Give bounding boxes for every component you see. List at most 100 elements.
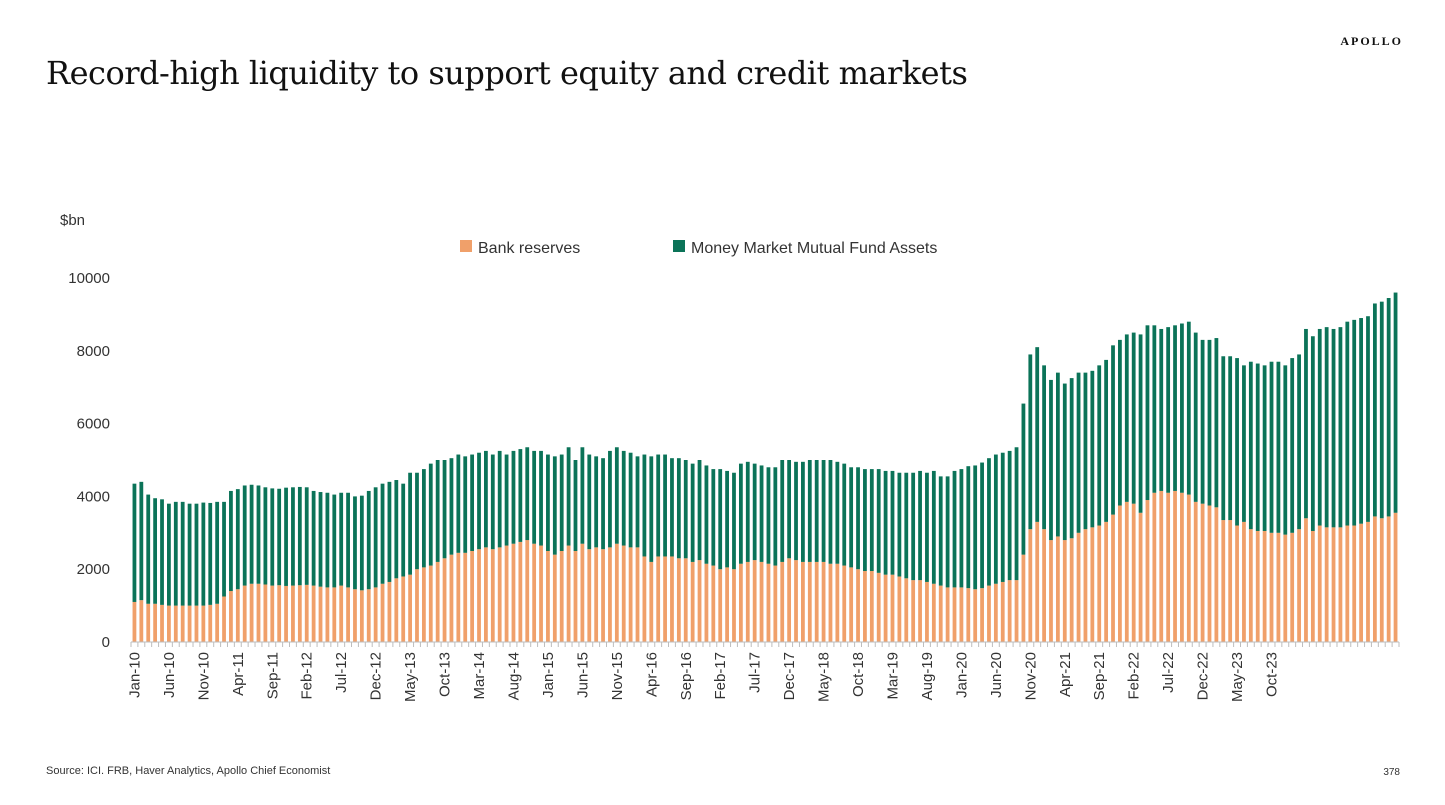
bar-bank-reserves [1324,527,1329,642]
bar-bank-reserves [876,572,881,642]
bar-mmf-assets [1269,361,1274,533]
bar-mmf-assets [1035,347,1040,522]
bar-bank-reserves [849,567,854,642]
bar-bank-reserves [139,600,144,642]
bar-bank-reserves [229,591,233,642]
bar-bank-reserves [373,587,378,642]
bar-bank-reserves [925,581,929,642]
bar-mmf-assets [835,461,840,564]
bar-mmf-assets [752,463,757,561]
bar-bank-reserves [945,587,950,642]
bar-bank-reserves [1186,494,1191,642]
bar-mmf-assets [270,488,275,586]
bar-mmf-assets [484,450,488,548]
bar-mmf-assets [635,456,640,548]
bar-bank-reserves [1386,516,1391,642]
bar-mmf-assets [863,469,867,572]
bar-mmf-assets [449,458,454,555]
bar-bank-reserves [1028,529,1033,642]
bar-mmf-assets [1042,365,1046,530]
bar-mmf-assets [470,454,475,551]
bar-bank-reserves [642,556,647,642]
bar-bank-reserves [1049,540,1053,642]
bar-bank-reserves [869,571,874,642]
bar-mmf-assets [525,447,530,541]
bar-mmf-assets [408,472,412,575]
bar-mmf-assets [732,472,736,570]
bar-mmf-assets [552,456,557,555]
bar-bank-reserves [1097,525,1102,642]
bar-mmf-assets [1166,327,1171,493]
bar-mmf-assets [1152,325,1157,493]
bar-mmf-assets [1069,378,1074,539]
bar-bank-reserves [1207,505,1212,642]
bar-mmf-assets [1290,358,1295,533]
bar-mmf-assets [718,469,723,570]
bar-bank-reserves [428,565,433,642]
bar-bank-reserves [745,561,750,642]
bar-mmf-assets [173,501,178,606]
bar-bank-reserves [504,545,509,642]
bar-mmf-assets [511,450,516,544]
bar-mmf-assets [546,454,550,551]
y-tick-label: 4000 [77,488,110,505]
bar-mmf-assets [594,456,599,548]
x-tick-label: May-18 [816,652,833,702]
bar-bank-reserves [1076,532,1081,642]
bars [132,292,1398,642]
bar-bank-reserves [1290,532,1295,642]
bar-bank-reserves [842,565,847,642]
bar-mmf-assets [332,494,337,588]
bar-bank-reserves [1262,530,1267,642]
bar-mmf-assets [318,492,323,587]
x-tick-label: Dec-12 [368,652,385,700]
bar-mmf-assets [1297,354,1301,530]
bar-mmf-assets [897,472,902,577]
bar-bank-reserves [463,552,468,642]
bar-bank-reserves [856,569,860,642]
legend-label-mmf: Money Market Mutual Fund Assets [691,240,937,257]
bar-mmf-assets [559,454,564,551]
page-number: 378 [1383,767,1400,778]
legend-label-bank-reserves: Bank reserves [478,240,580,257]
bar-mmf-assets [1331,328,1336,528]
bar-bank-reserves [773,565,778,642]
bar-mmf-assets [704,465,709,564]
bar-mmf-assets [1359,318,1363,524]
bar-mmf-assets [621,450,626,546]
bar-bank-reserves [807,561,812,642]
bar-mmf-assets [263,487,268,585]
bar-mmf-assets [987,458,991,586]
bar-mmf-assets [980,462,984,589]
bar-bank-reserves [1014,580,1019,642]
bar-bank-reserves [931,583,936,642]
bar-bank-reserves [339,585,344,642]
bar-mmf-assets [1221,356,1226,521]
bar-bank-reserves [1345,525,1350,642]
bar-bank-reserves [297,585,302,642]
x-tick-label: Mar-14 [471,652,488,700]
bar-mmf-assets [1083,372,1088,530]
bar-bank-reserves [408,574,412,642]
bar-bank-reserves [938,585,943,642]
chart-title: Record-high liquidity to support equity … [46,54,968,92]
bar-bank-reserves [993,583,998,642]
bar-mmf-assets [911,472,916,581]
bar-mmf-assets [925,472,929,582]
bar-bank-reserves [1131,503,1136,642]
bar-bank-reserves [966,588,971,642]
bar-mmf-assets [1118,339,1122,506]
bar-mmf-assets [1131,332,1136,504]
bar-bank-reserves [132,601,137,642]
bar-mmf-assets [842,463,847,566]
bar-mmf-assets [353,496,357,590]
bar-bank-reserves [222,596,226,642]
brand-logo: APOLLO [1340,34,1403,48]
bar-mmf-assets [876,469,881,573]
bar-mmf-assets [1345,321,1350,526]
x-tick-label: Oct-23 [1264,652,1281,697]
bar-bank-reserves [194,605,199,642]
bar-bank-reserves [270,585,275,642]
bar-mmf-assets [180,501,185,606]
bar-bank-reserves [835,563,840,642]
